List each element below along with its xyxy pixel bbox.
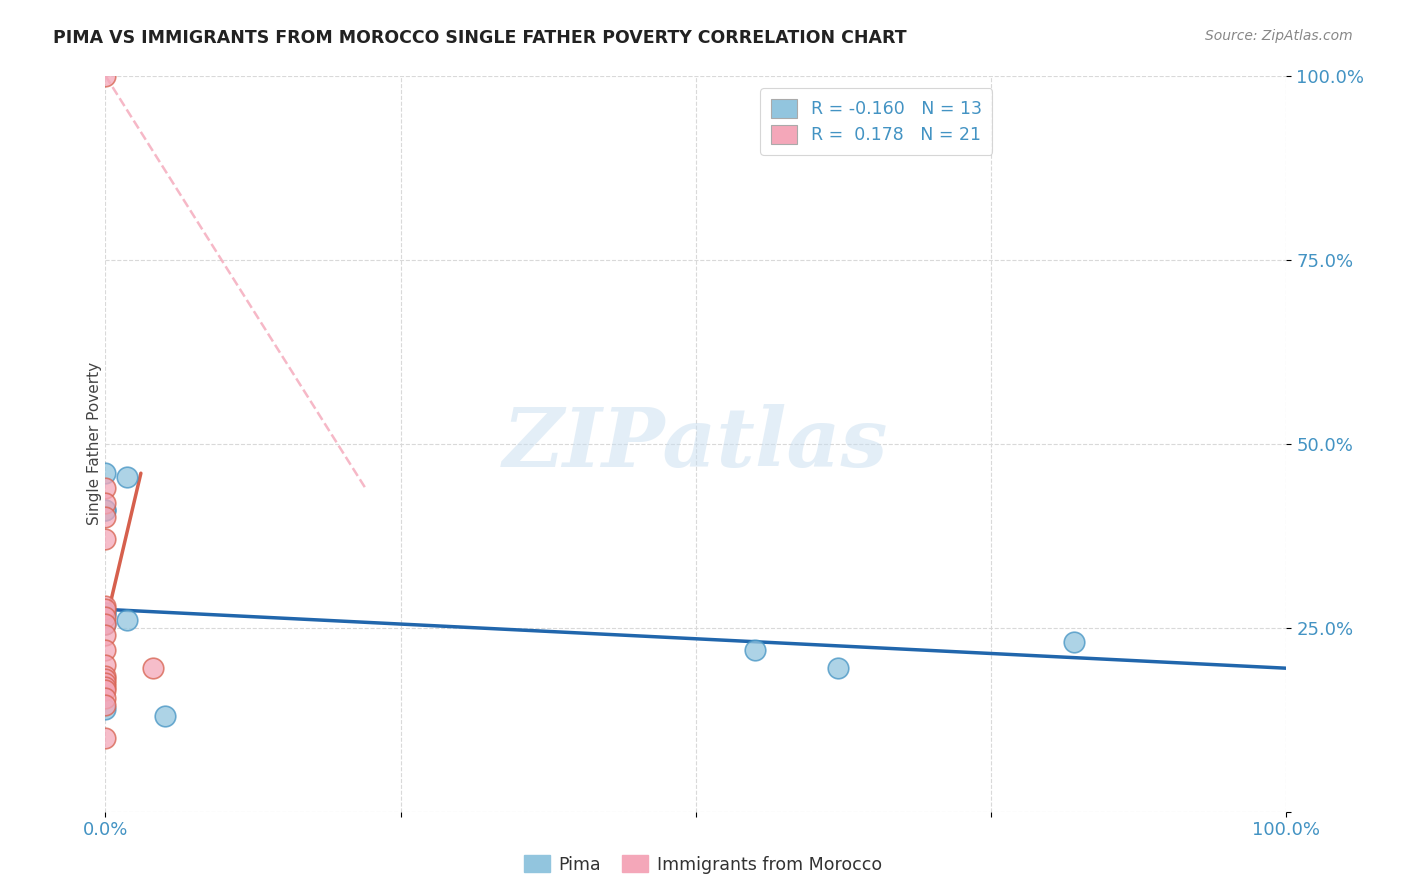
Point xyxy=(94,466,117,480)
Point xyxy=(94,690,117,705)
Point xyxy=(94,731,117,746)
Point xyxy=(115,614,138,628)
Point xyxy=(94,69,117,83)
Point xyxy=(94,606,117,620)
Point xyxy=(94,602,117,616)
Legend: R = -0.160   N = 13, R =  0.178   N = 21: R = -0.160 N = 13, R = 0.178 N = 21 xyxy=(761,88,993,154)
Point xyxy=(94,628,117,642)
Point xyxy=(94,510,117,524)
Point xyxy=(94,673,117,687)
Point xyxy=(94,503,117,517)
Point xyxy=(94,496,117,510)
Point xyxy=(827,661,849,675)
Point xyxy=(153,709,176,723)
Point xyxy=(94,698,117,712)
Point xyxy=(94,642,117,657)
Text: PIMA VS IMMIGRANTS FROM MOROCCO SINGLE FATHER POVERTY CORRELATION CHART: PIMA VS IMMIGRANTS FROM MOROCCO SINGLE F… xyxy=(53,29,907,46)
Point xyxy=(94,617,117,632)
Point xyxy=(94,680,117,694)
Point xyxy=(94,606,117,620)
Point xyxy=(94,617,117,632)
Point xyxy=(94,668,117,682)
Point xyxy=(744,642,766,657)
Point xyxy=(94,599,117,613)
Y-axis label: Single Father Poverty: Single Father Poverty xyxy=(87,362,101,525)
Point xyxy=(115,470,138,484)
Point xyxy=(94,533,117,547)
Point xyxy=(94,609,117,624)
Text: ZIPatlas: ZIPatlas xyxy=(503,404,889,483)
Point xyxy=(94,657,117,672)
Legend: Pima, Immigrants from Morocco: Pima, Immigrants from Morocco xyxy=(517,848,889,880)
Point xyxy=(94,503,117,517)
Text: Source: ZipAtlas.com: Source: ZipAtlas.com xyxy=(1205,29,1353,43)
Point xyxy=(94,481,117,495)
Point xyxy=(142,661,165,675)
Point xyxy=(94,701,117,715)
Point xyxy=(1063,635,1085,649)
Point xyxy=(94,676,117,690)
Point xyxy=(94,683,117,698)
